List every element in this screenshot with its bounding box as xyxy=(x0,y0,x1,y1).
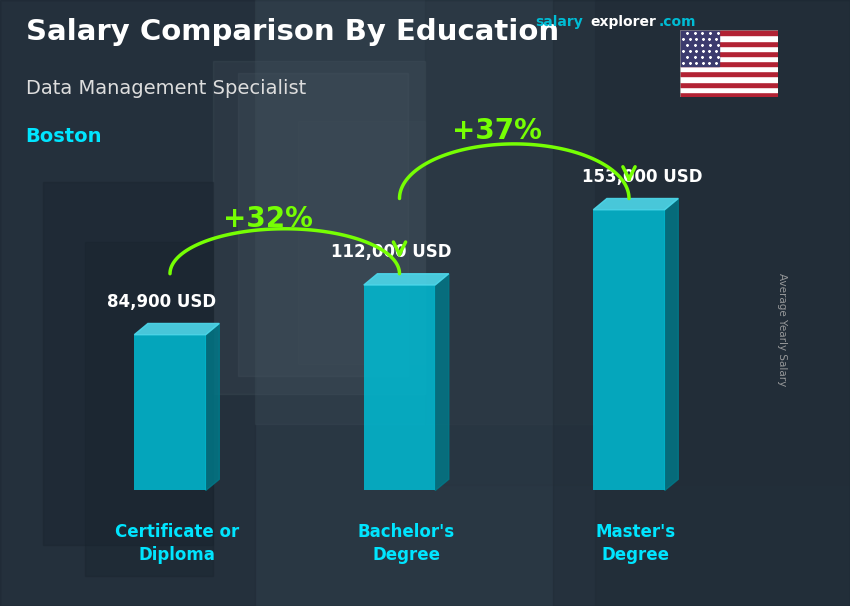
Bar xyxy=(680,30,778,35)
Bar xyxy=(134,335,206,490)
Bar xyxy=(552,0,850,606)
Text: Average Yearly Salary: Average Yearly Salary xyxy=(777,273,787,387)
Text: +37%: +37% xyxy=(452,117,542,145)
Bar xyxy=(680,76,778,82)
Bar xyxy=(680,61,778,66)
Polygon shape xyxy=(134,324,219,335)
Text: .com: .com xyxy=(659,15,696,29)
Bar xyxy=(255,0,595,424)
Polygon shape xyxy=(364,274,449,285)
Bar xyxy=(680,72,778,76)
Polygon shape xyxy=(435,274,449,490)
Bar xyxy=(238,73,408,376)
Bar xyxy=(212,61,425,394)
Text: +32%: +32% xyxy=(223,205,313,233)
Bar xyxy=(593,210,665,490)
Bar xyxy=(680,41,778,45)
Bar xyxy=(680,30,719,66)
Text: Certificate or
Diploma: Certificate or Diploma xyxy=(115,522,239,564)
Polygon shape xyxy=(206,324,219,490)
Bar xyxy=(0,0,255,606)
Bar xyxy=(85,242,212,576)
Bar xyxy=(680,45,778,51)
Bar xyxy=(298,121,425,364)
Text: Master's
Degree: Master's Degree xyxy=(596,522,676,564)
Text: Bachelor's
Degree: Bachelor's Degree xyxy=(358,522,455,564)
Bar xyxy=(364,285,435,490)
Polygon shape xyxy=(665,199,678,490)
Bar xyxy=(680,35,778,41)
Text: 112,000 USD: 112,000 USD xyxy=(331,243,451,261)
Polygon shape xyxy=(593,199,678,210)
Bar xyxy=(595,0,850,606)
Text: 84,900 USD: 84,900 USD xyxy=(107,293,216,311)
Text: Data Management Specialist: Data Management Specialist xyxy=(26,79,306,98)
Bar xyxy=(425,0,850,485)
Bar xyxy=(680,66,778,72)
Bar xyxy=(680,82,778,87)
Text: Boston: Boston xyxy=(26,127,102,146)
Text: salary: salary xyxy=(536,15,583,29)
Bar xyxy=(680,56,778,61)
Text: explorer: explorer xyxy=(591,15,656,29)
Text: Salary Comparison By Education: Salary Comparison By Education xyxy=(26,18,558,46)
Bar xyxy=(680,87,778,92)
Text: 153,000 USD: 153,000 USD xyxy=(582,168,703,185)
Bar xyxy=(680,51,778,56)
Bar xyxy=(680,92,778,97)
Bar xyxy=(42,182,212,545)
